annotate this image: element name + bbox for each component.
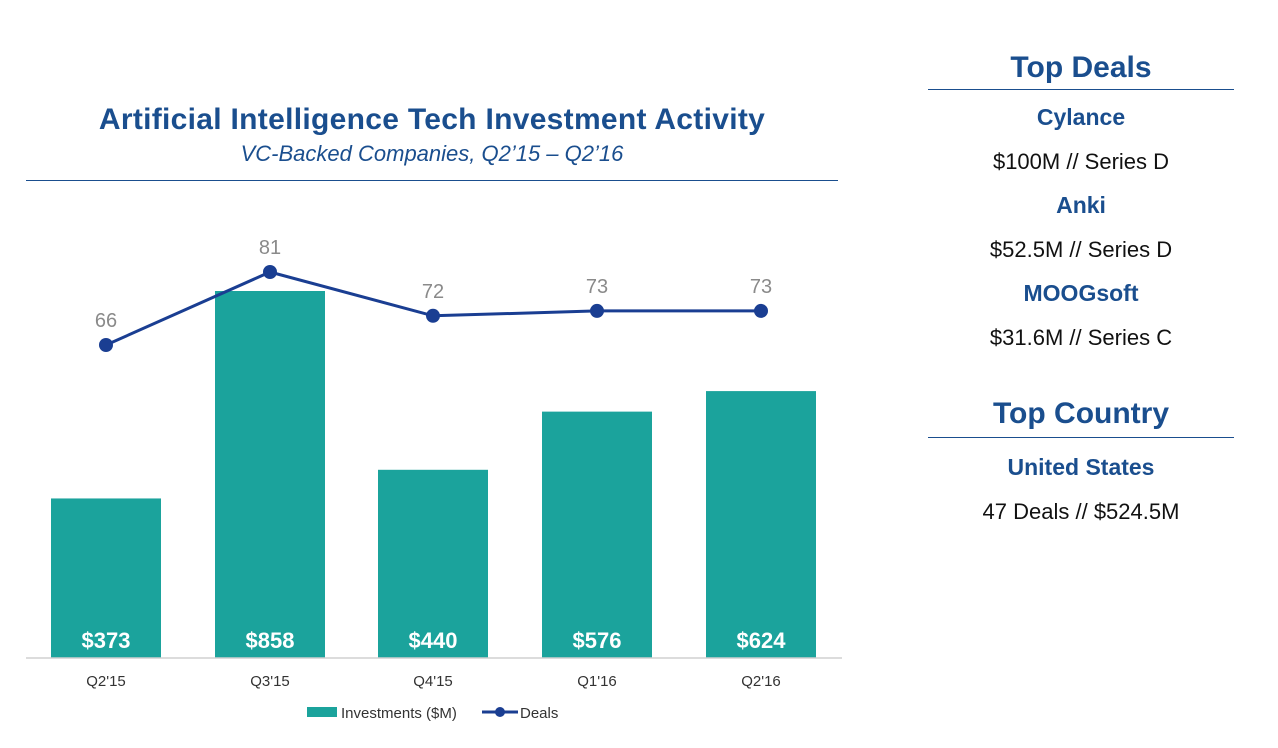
investment-bar <box>51 498 161 658</box>
deal-detail-2: $52.5M // Series D <box>989 237 1173 262</box>
investment-value-label: $624 <box>737 628 787 653</box>
chart-subtitle: VC-Backed Companies, Q2’15 – Q2’16 <box>240 141 624 166</box>
legend: Investments ($M) Deals <box>307 705 558 722</box>
top-deals-divider <box>928 89 1234 90</box>
title-divider <box>26 180 838 181</box>
deal-name-2: Anki <box>1056 192 1106 218</box>
deals-value-label: 66 <box>95 310 117 332</box>
x-tick-label: Q2'16 <box>741 673 781 690</box>
deals-value-label: 72 <box>422 281 444 303</box>
investment-value-label: $576 <box>573 628 622 653</box>
country-name: United States <box>1007 454 1155 480</box>
top-country-divider <box>928 437 1234 438</box>
deal-name-1: Cylance <box>1036 104 1126 130</box>
deals-value-label: 73 <box>586 276 608 298</box>
x-tick-label: Q1'16 <box>577 673 617 690</box>
country-detail: 47 Deals // $524.5M <box>982 499 1180 524</box>
chart-title: Artificial Intelligence Tech Investment … <box>98 103 766 136</box>
x-tick-label: Q2'15 <box>86 673 126 690</box>
investment-value-label: $440 <box>409 628 458 653</box>
investment-bar <box>378 469 488 658</box>
deals-value-label: 73 <box>750 276 772 298</box>
investment-value-label: $373 <box>82 628 131 653</box>
investment-value-label: $858 <box>246 628 295 653</box>
deals-point <box>754 303 768 318</box>
combo-chart: $373 $858 $440 $576 $624 66 81 72 73 73 Q2'15 Q3'… <box>26 237 842 722</box>
deals-point <box>263 265 277 279</box>
deal-name-3: MOOGsoft <box>1023 280 1139 306</box>
deal-detail-1: $100M // Series D <box>992 149 1170 174</box>
deals-line-layer: 66 81 72 73 73 <box>95 237 772 352</box>
deals-point <box>426 308 440 323</box>
top-country-heading: Top Country <box>992 397 1170 430</box>
investment-bar <box>706 391 816 658</box>
top-deals-heading: Top Deals <box>1010 51 1152 84</box>
x-tick-label: Q4'15 <box>413 673 453 690</box>
x-tick-labels: Q2'15 Q3'15 Q4'15 Q1'16 Q2'16 <box>86 673 781 690</box>
bars-layer: $373 $858 $440 $576 $624 <box>51 291 816 658</box>
deals-point <box>99 338 113 352</box>
legend-label-deals: Deals <box>520 705 558 722</box>
deals-value-label: 81 <box>259 237 281 259</box>
investment-bar <box>542 411 652 658</box>
investment-bar <box>215 291 325 658</box>
x-tick-label: Q3'15 <box>250 673 290 690</box>
legend-swatch-deals-point <box>495 707 505 717</box>
deal-detail-3: $31.6M // Series C <box>989 325 1173 350</box>
deals-point <box>590 303 604 318</box>
legend-swatch-investments <box>307 707 337 717</box>
legend-label-investments: Investments ($M) <box>341 705 457 722</box>
